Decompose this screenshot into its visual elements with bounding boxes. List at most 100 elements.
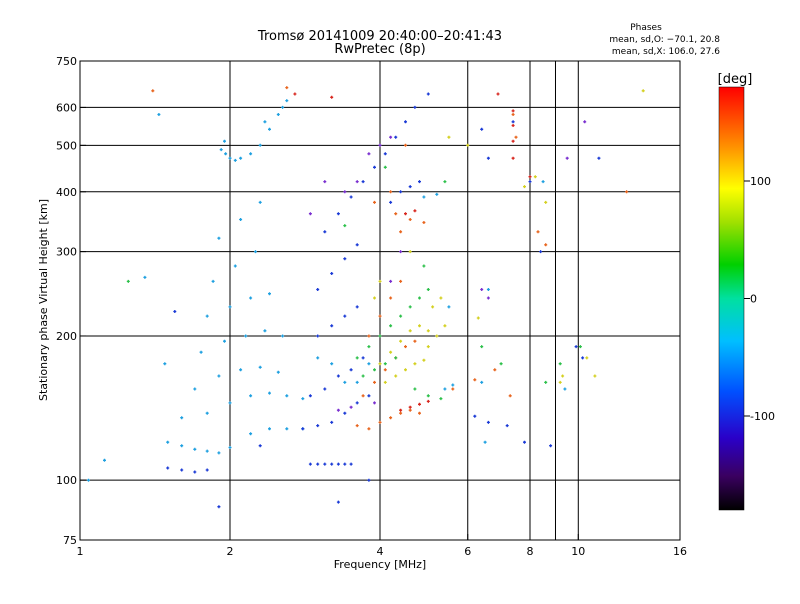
data-point: [523, 185, 526, 189]
y-tick-label: 100: [56, 474, 77, 487]
data-point: [597, 156, 601, 160]
data-point: [355, 401, 359, 405]
colorbar-tick-label: 100: [750, 175, 771, 188]
data-point: [389, 135, 393, 139]
data-point: [408, 250, 412, 254]
data-point: [473, 414, 477, 418]
data-point: [355, 305, 359, 309]
data-point: [330, 272, 334, 275]
data-point: [466, 143, 470, 147]
data-point: [451, 387, 455, 391]
data-point: [343, 190, 347, 194]
data-point: [486, 296, 490, 300]
data-point: [418, 411, 421, 415]
data-point: [343, 462, 347, 466]
data-point: [268, 391, 271, 395]
data-point: [404, 143, 407, 147]
data-point: [625, 190, 629, 194]
data-point: [373, 368, 376, 372]
data-point: [180, 416, 184, 420]
y-tick-label: 200: [56, 330, 77, 343]
data-point: [422, 264, 426, 268]
data-point: [383, 380, 387, 384]
data-point: [399, 339, 403, 343]
data-point: [378, 362, 382, 366]
data-point: [439, 296, 443, 300]
data-point: [217, 236, 221, 240]
data-point: [173, 310, 177, 313]
data-point: [223, 139, 226, 143]
data-point: [418, 324, 421, 328]
data-point: [228, 305, 232, 309]
data-point: [422, 221, 426, 224]
data-point: [244, 334, 248, 338]
data-point: [367, 394, 371, 398]
data-point: [536, 230, 540, 234]
data-point: [301, 427, 305, 431]
data-point: [394, 374, 398, 378]
data-point: [383, 368, 387, 372]
data-point: [514, 135, 518, 139]
data-point: [281, 334, 285, 338]
data-point: [276, 113, 280, 116]
data-point: [249, 432, 253, 436]
data-point: [239, 156, 243, 160]
data-point: [383, 362, 387, 366]
data-point: [563, 387, 567, 391]
data-point: [330, 362, 334, 366]
data-point: [355, 356, 359, 360]
data-point: [480, 345, 484, 349]
data-point: [443, 324, 447, 328]
y-axis-label: Stationary phase Virtual Height [km]: [37, 199, 50, 401]
data-point: [431, 305, 435, 309]
data-point: [126, 279, 130, 283]
data-point: [544, 200, 548, 204]
data-point: [378, 420, 382, 424]
data-point: [399, 190, 403, 194]
data-point: [285, 86, 289, 90]
data-point: [157, 113, 161, 116]
x-tick-label: 2: [227, 545, 234, 558]
data-point: [413, 339, 417, 343]
data-point: [228, 446, 232, 449]
data-point: [378, 279, 382, 283]
data-point: [499, 362, 503, 366]
data-point: [343, 411, 347, 415]
data-point: [486, 420, 490, 424]
data-point: [389, 324, 393, 328]
data-point: [308, 394, 312, 398]
colorbar-tick-label: -100: [750, 410, 775, 423]
data-point: [394, 212, 398, 216]
data-point: [486, 156, 490, 160]
data-point: [151, 89, 155, 93]
data-point: [330, 95, 334, 99]
data-point: [285, 427, 289, 431]
data-point: [239, 218, 243, 221]
data-point: [505, 424, 509, 428]
data-point: [544, 243, 548, 247]
data-point: [258, 365, 262, 369]
data-point: [285, 394, 289, 398]
data-point: [367, 334, 371, 338]
data-point: [408, 408, 412, 412]
data-point: [233, 264, 237, 268]
data-point: [413, 387, 417, 391]
data-point: [447, 305, 451, 309]
x-tick-label: 8: [527, 545, 534, 558]
data-point: [373, 401, 376, 405]
y-tick-label: 300: [56, 246, 77, 259]
data-point: [367, 427, 371, 431]
data-point: [193, 470, 197, 474]
data-point: [263, 329, 267, 333]
data-point: [361, 180, 365, 184]
data-point: [349, 405, 353, 409]
data-point: [399, 408, 403, 412]
data-point: [528, 180, 532, 184]
data-point: [249, 152, 253, 156]
data-point: [422, 195, 426, 199]
data-point: [593, 374, 597, 378]
data-point: [389, 190, 393, 194]
data-point: [323, 180, 327, 184]
data-point: [217, 374, 221, 378]
